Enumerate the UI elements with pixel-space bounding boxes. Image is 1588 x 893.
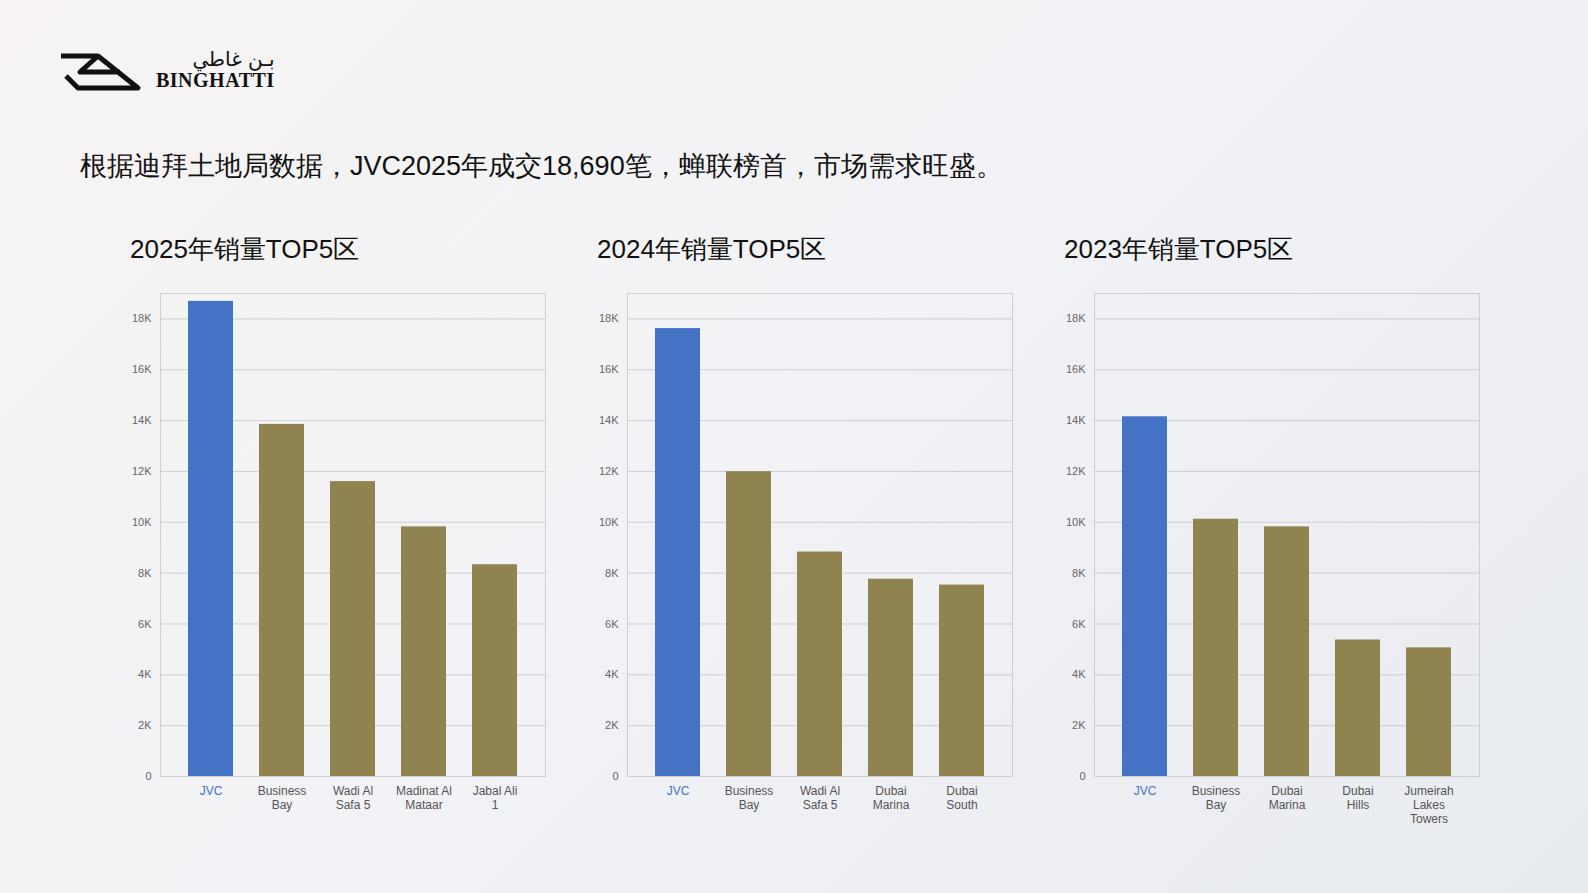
svg-text:14K: 14K <box>1066 414 1086 426</box>
svg-text:16K: 16K <box>599 363 619 375</box>
svg-text:DubaiSouth: DubaiSouth <box>946 784 977 812</box>
svg-text:BusinessBay: BusinessBay <box>258 784 307 812</box>
svg-text:8K: 8K <box>138 567 152 579</box>
svg-text:12K: 12K <box>1066 465 1086 477</box>
svg-text:8K: 8K <box>605 567 619 579</box>
svg-text:2K: 2K <box>605 719 619 731</box>
svg-text:8K: 8K <box>1072 567 1086 579</box>
svg-text:0: 0 <box>145 770 151 782</box>
svg-text:DubaiHills: DubaiHills <box>1342 784 1373 812</box>
svg-text:JVC: JVC <box>1134 784 1157 798</box>
svg-text:BusinessBay: BusinessBay <box>1192 784 1241 812</box>
html-text:2024年销量TOP5区: 2024年销量TOP5区 <box>597 234 827 264</box>
svg-text:BusinessBay: BusinessBay <box>725 784 774 812</box>
svg-text:JumeirahLakesTowers: JumeirahLakesTowers <box>1404 784 1453 826</box>
svg-text:16K: 16K <box>1066 363 1086 375</box>
svg-text:Wadi AlSafa 5: Wadi AlSafa 5 <box>800 784 840 812</box>
svg-text:DubaiMarina: DubaiMarina <box>1269 784 1306 812</box>
svg-text:Jabal Ali1: Jabal Ali1 <box>473 784 518 812</box>
svg-text:2K: 2K <box>1072 719 1086 731</box>
svg-text:12K: 12K <box>599 465 619 477</box>
svg-text:6K: 6K <box>605 617 619 629</box>
svg-text:4K: 4K <box>138 668 152 680</box>
svg-text:Madinat AlMataar: Madinat AlMataar <box>396 784 452 812</box>
svg-text:16K: 16K <box>132 363 152 375</box>
svg-text:6K: 6K <box>138 617 152 629</box>
svg-text:JVC: JVC <box>667 784 690 798</box>
svg-text:2K: 2K <box>138 719 152 731</box>
html-text:2023年销量TOP5区: 2023年销量TOP5区 <box>1064 234 1294 264</box>
svg-text:Wadi AlSafa 5: Wadi AlSafa 5 <box>333 784 373 812</box>
svg-text:10K: 10K <box>132 516 152 528</box>
svg-text:10K: 10K <box>599 516 619 528</box>
svg-text:18K: 18K <box>599 312 619 324</box>
svg-text:4K: 4K <box>605 668 619 680</box>
svg-text:0: 0 <box>612 770 618 782</box>
svg-text:4K: 4K <box>1072 668 1086 680</box>
svg-text:JVC: JVC <box>200 784 223 798</box>
html-text:BINGHATTI: BINGHATTI <box>156 69 275 91</box>
html-text:根据迪拜土地局数据，JVC2025年成交18,690笔，蝉联: 根据迪拜土地局数据，JVC2025年成交18,690笔，蝉联榜首，市场需求旺盛。 <box>80 151 1003 181</box>
svg-text:12K: 12K <box>132 465 152 477</box>
html-text:بـن غاطي: بـن غاطي <box>192 47 275 71</box>
svg-text:6K: 6K <box>1072 617 1086 629</box>
svg-text:10K: 10K <box>1066 516 1086 528</box>
svg-text:0: 0 <box>1079 770 1085 782</box>
svg-text:14K: 14K <box>132 414 152 426</box>
svg-text:18K: 18K <box>1066 312 1086 324</box>
html-text:2025年销量TOP5区: 2025年销量TOP5区 <box>130 234 360 264</box>
svg-text:14K: 14K <box>599 414 619 426</box>
svg-text:DubaiMarina: DubaiMarina <box>873 784 910 812</box>
svg-text:18K: 18K <box>132 312 152 324</box>
